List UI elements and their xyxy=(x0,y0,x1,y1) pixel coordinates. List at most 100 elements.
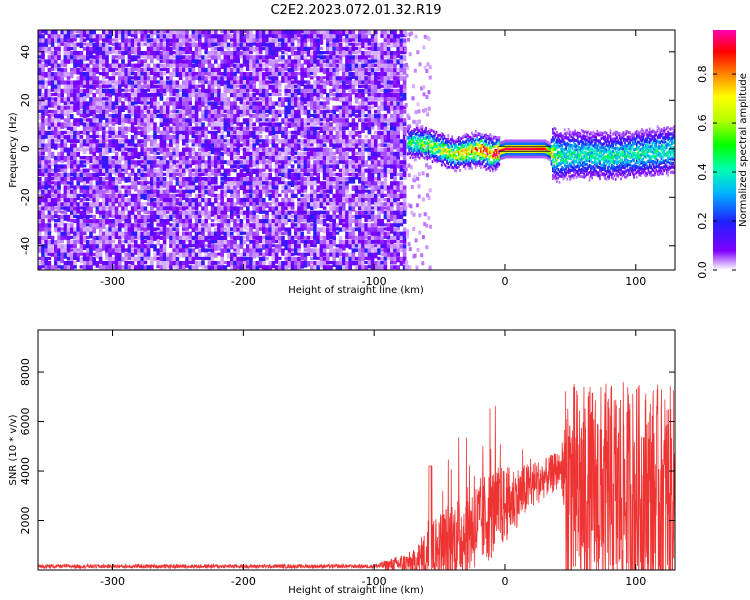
heatmap-cell xyxy=(265,139,269,145)
heatmap-cell xyxy=(342,227,346,232)
heatmap-cell xyxy=(281,118,285,125)
heatmap-cell xyxy=(319,122,324,126)
heatmap-cell xyxy=(143,244,148,249)
heatmap-cell xyxy=(242,55,247,63)
heatmap-cell xyxy=(127,235,132,242)
heatmap-cell xyxy=(300,261,304,268)
heatmap-cell xyxy=(214,93,218,98)
heatmap-cell xyxy=(140,126,144,131)
heatmap-cell xyxy=(252,265,256,270)
heatmap-cell xyxy=(70,181,74,186)
heatmap-cell xyxy=(300,265,304,269)
heatmap-cell xyxy=(54,109,58,116)
heatmap-cell xyxy=(38,256,42,261)
heatmap-cell xyxy=(162,59,167,63)
heatmap-cell xyxy=(274,38,279,44)
heatmap-cell xyxy=(60,34,64,40)
heatmap-cell xyxy=(118,76,122,84)
heatmap-cell xyxy=(92,105,96,112)
heatmap-cell xyxy=(150,168,154,174)
heatmap-cell xyxy=(226,189,231,193)
heatmap-cell xyxy=(226,101,231,108)
heatmap-cell xyxy=(188,114,192,119)
heatmap-cell xyxy=(310,34,314,42)
heatmap-cell xyxy=(252,248,256,256)
heatmap-cell xyxy=(319,93,324,99)
heatmap-cell xyxy=(300,67,304,74)
heatmap-cell xyxy=(201,210,205,216)
heatmap-cell xyxy=(300,42,304,48)
heatmap-cell xyxy=(300,151,304,156)
heatmap-cell xyxy=(114,101,119,106)
heatmap-cell xyxy=(319,185,324,191)
heatmap-cell xyxy=(214,177,218,183)
heatmap-cell xyxy=(278,256,282,260)
heatmap-cell xyxy=(265,193,269,198)
heatmap-cell xyxy=(252,261,256,268)
heatmap-cell xyxy=(66,93,71,98)
heatmap-cell xyxy=(255,38,260,43)
heatmap-cell xyxy=(246,30,250,36)
heatmap-cell xyxy=(150,67,154,74)
heatmap-cell xyxy=(338,76,343,81)
heatmap-cell xyxy=(214,101,218,108)
heatmap-cell xyxy=(89,252,93,257)
heatmap-cell xyxy=(233,130,237,135)
heatmap-cell xyxy=(207,51,212,56)
heatmap-cell xyxy=(150,185,154,193)
heatmap-cell xyxy=(239,93,244,98)
heatmap-cell xyxy=(198,227,202,233)
heatmap-cell xyxy=(57,214,61,221)
heatmap-cell xyxy=(73,55,77,60)
heatmap-cell xyxy=(118,189,122,194)
heatmap-cell xyxy=(41,122,45,129)
heatmap-cell xyxy=(166,80,170,88)
heatmap-cell xyxy=(114,206,119,212)
heatmap-cell xyxy=(172,130,176,134)
heatmap-cell xyxy=(294,135,298,141)
heatmap-cell xyxy=(246,177,250,183)
heatmap-cell xyxy=(60,42,64,46)
heatmap-cell xyxy=(130,172,135,177)
heatmap-cell xyxy=(140,172,144,179)
heatmap-cell xyxy=(108,97,112,102)
heatmap-cell xyxy=(252,126,256,131)
heatmap-cell xyxy=(204,139,208,144)
heatmap-cell xyxy=(118,240,122,247)
heatmap-cell xyxy=(162,235,167,241)
heatmap-cell xyxy=(182,105,186,110)
heatmap-cell xyxy=(169,185,173,192)
heatmap-cell xyxy=(102,84,106,89)
heatmap-cell xyxy=(82,147,87,155)
heatmap-cell xyxy=(86,55,90,61)
heatmap-cell xyxy=(194,210,199,218)
heatmap-cell xyxy=(271,76,276,82)
heatmap-cell xyxy=(198,30,202,35)
heatmap-cell xyxy=(300,130,304,138)
heatmap-cell xyxy=(146,252,151,257)
heatmap-cell xyxy=(114,135,119,139)
heatmap-cell xyxy=(265,240,269,247)
heatmap-cell xyxy=(268,139,272,145)
heatmap-cell xyxy=(172,193,176,199)
heatmap-cell xyxy=(226,177,231,184)
heatmap-cell xyxy=(246,72,250,79)
heatmap-cell xyxy=(130,93,135,97)
heatmap-cell xyxy=(38,30,42,36)
heatmap-cell xyxy=(105,177,109,180)
heatmap-cell xyxy=(140,55,144,59)
heatmap-cell xyxy=(262,177,266,183)
heatmap-cell xyxy=(188,172,192,180)
heatmap-cell xyxy=(342,206,346,212)
heatmap-cell xyxy=(185,151,189,156)
heatmap-cell xyxy=(265,30,269,36)
heatmap-cell xyxy=(214,151,218,156)
heatmap-cell xyxy=(41,168,45,173)
heatmap-cell xyxy=(95,252,100,259)
heatmap-cell xyxy=(223,210,228,216)
heatmap-cell xyxy=(41,126,45,133)
heatmap-cell xyxy=(124,118,128,124)
heatmap-cell xyxy=(278,122,282,129)
heatmap-cell xyxy=(86,223,90,227)
heatmap-cell xyxy=(105,185,109,190)
